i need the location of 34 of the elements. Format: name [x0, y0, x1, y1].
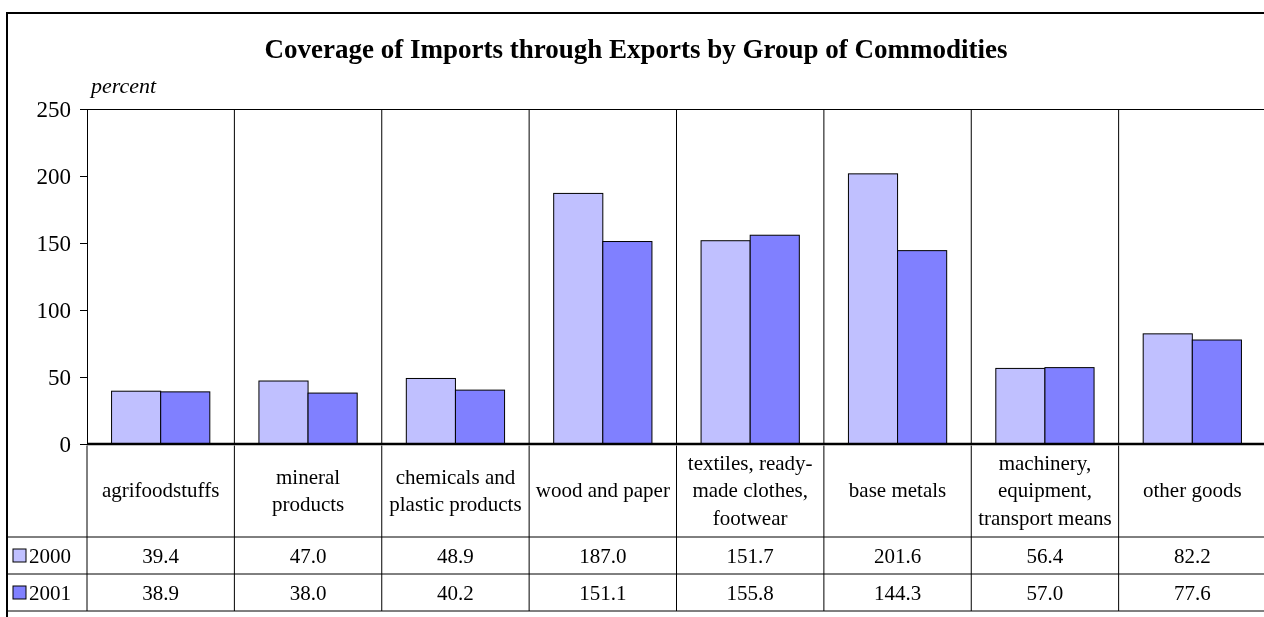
y-tick-label: 150 — [36, 230, 71, 256]
y-tick-label: 0 — [59, 431, 71, 457]
data-label: 155.8 — [726, 580, 774, 605]
data-label: 151.1 — [579, 580, 627, 605]
x-tick-label: agrifoodstuffs — [101, 478, 220, 503]
data-label: 201.6 — [873, 543, 922, 568]
x-tick-label: mineral products — [271, 464, 345, 517]
y-tick-label: 100 — [36, 297, 71, 323]
legend-label: 2000 — [29, 543, 71, 568]
data-label: 77.6 — [1173, 580, 1211, 605]
legend-label: 2001 — [29, 580, 71, 605]
x-tick-label: base metals — [848, 478, 947, 503]
x-tick-label: textiles, ready- made clothes, footwear — [687, 450, 813, 531]
data-label: 151.7 — [726, 543, 774, 568]
data-label: 47.0 — [289, 543, 327, 568]
data-label: 39.4 — [142, 543, 180, 568]
data-label: 40.2 — [437, 580, 474, 605]
data-label: 56.4 — [1026, 543, 1064, 568]
data-label: 38.0 — [289, 580, 327, 605]
data-label: 38.9 — [142, 580, 180, 605]
x-tick-label: chemicals and plastic products — [389, 464, 522, 517]
y-tick-label: 250 — [36, 96, 71, 122]
data-label: 82.2 — [1173, 543, 1211, 568]
y-tick-label: 50 — [48, 364, 71, 390]
data-label: 48.9 — [437, 543, 474, 568]
x-tick-label: wood and paper — [535, 478, 670, 503]
data-label: 144.3 — [873, 580, 922, 605]
x-tick-label: machinery, equipment, transport means — [978, 450, 1112, 531]
x-tick-label: other goods — [1143, 478, 1242, 503]
chart-title: Coverage of Imports through Exports by Group of Commodities — [264, 34, 1008, 64]
y-tick-label: 200 — [36, 163, 71, 189]
data-label: 187.0 — [579, 543, 627, 568]
y-axis-title: percent — [89, 73, 158, 98]
data-label: 57.0 — [1026, 580, 1064, 605]
